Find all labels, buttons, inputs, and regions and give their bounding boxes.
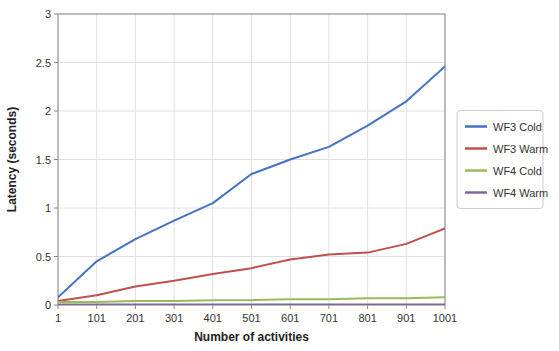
tick-label-y: 1 (45, 202, 51, 214)
tick-label-x: 301 (165, 312, 183, 324)
y-axis-title: Latency (seconds) (5, 107, 19, 212)
tick-x (212, 305, 213, 309)
grid-line-x (212, 14, 213, 305)
grid-line-x (367, 14, 368, 305)
series-line (58, 66, 445, 297)
legend-swatch (465, 125, 487, 128)
series-lines (58, 66, 445, 304)
tick-label-y: 2 (45, 105, 51, 117)
grid-line-x (328, 14, 329, 305)
tick-x (96, 305, 97, 309)
grid-line-x (135, 14, 136, 305)
tick-y (54, 208, 58, 209)
legend-label: WF4 Cold (493, 165, 542, 177)
legend-swatch (465, 191, 487, 194)
tick-x (58, 305, 59, 309)
grid-line-x (251, 14, 252, 305)
series-line (58, 297, 445, 302)
grid (58, 14, 445, 305)
tick-y (54, 14, 58, 15)
tick-y (54, 159, 58, 160)
tick-x (328, 305, 329, 309)
tick-label-y: 1.5 (36, 154, 51, 166)
tick-label-x: 901 (397, 312, 415, 324)
x-axis-title: Number of activities (194, 330, 309, 344)
tick-x (445, 305, 446, 309)
tick-label-x: 801 (358, 312, 376, 324)
legend-swatch (465, 169, 487, 172)
plot-frame (58, 14, 445, 305)
tick-label-x: 401 (204, 312, 222, 324)
tick-label-x: 1 (55, 312, 61, 324)
axes: 0 0.5 1 1.5 2 2.5 3 1 101 201 301 401 501 601 701 801 90… (36, 8, 458, 324)
tick-label-x: 201 (126, 312, 144, 324)
tick-x (406, 305, 407, 309)
legend-swatch (465, 147, 487, 150)
series-line (58, 304, 445, 305)
tick-x (135, 305, 136, 309)
tick-x (290, 305, 291, 309)
tick-y (54, 305, 58, 306)
tick-label-y: 3 (45, 8, 51, 20)
tick-y (54, 256, 58, 257)
tick-label-y: 0 (45, 299, 51, 311)
series-line (58, 228, 445, 301)
tick-x (367, 305, 368, 309)
legend-label: WF3 Cold (493, 121, 542, 133)
legend-label: WF4 Warm (493, 187, 548, 199)
legend: WF3 Cold WF3 Warm WF4 Cold WF4 Warm (457, 111, 548, 209)
tick-label-y: 2.5 (36, 57, 51, 69)
tick-label-x: 501 (242, 312, 260, 324)
legend-label: WF3 Warm (493, 143, 548, 155)
tick-y (54, 62, 58, 63)
tick-x (251, 305, 252, 309)
grid-line-x (406, 14, 407, 305)
chart-svg: 0 0.5 1 1.5 2 2.5 3 1 101 201 301 401 501 601 701 801 90… (0, 0, 559, 351)
tick-label-x: 101 (88, 312, 106, 324)
tick-x (174, 305, 175, 309)
tick-label-x: 1001 (433, 312, 457, 324)
tick-y (54, 111, 58, 112)
grid-line-x (174, 14, 175, 305)
tick-label-x: 601 (281, 312, 299, 324)
tick-label-x: 701 (320, 312, 338, 324)
chart-container: 0 0.5 1 1.5 2 2.5 3 1 101 201 301 401 501 601 701 801 90… (0, 0, 559, 351)
tick-label-y: 0.5 (36, 251, 51, 263)
